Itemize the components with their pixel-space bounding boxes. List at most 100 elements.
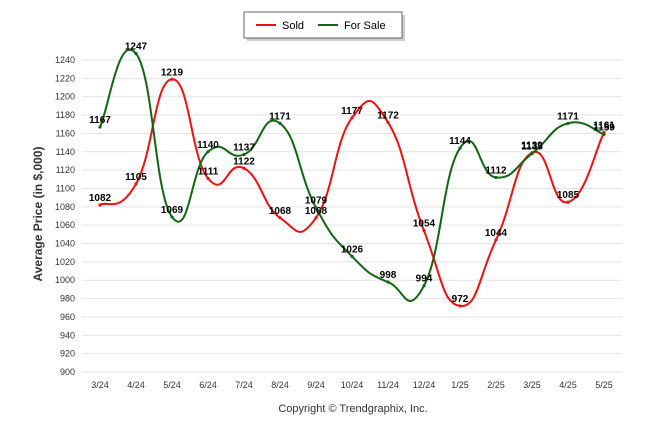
data-label-sold: 1068 (269, 206, 292, 217)
data-point-sold (206, 176, 210, 180)
data-point-sold (98, 203, 102, 207)
data-point-for-sale (206, 150, 210, 154)
data-label-sold: 1139 (521, 141, 543, 152)
data-point-for-sale (242, 152, 246, 157)
x-tick-label: 8/24 (271, 380, 289, 390)
data-label-for-sale: 1026 (341, 244, 364, 255)
data-point-sold (242, 166, 246, 170)
x-tick-label: 3/24 (91, 380, 109, 390)
y-tick-label: 980 (60, 294, 75, 304)
y-tick-label: 1040 (55, 239, 75, 249)
data-point-for-sale (278, 121, 282, 125)
y-tick-label: 1180 (56, 110, 75, 120)
y-tick-label: 920 (60, 349, 75, 359)
x-tick-label: 5/24 (163, 380, 181, 390)
y-tick-label: 1140 (56, 147, 75, 157)
data-label-sold: 972 (452, 294, 469, 305)
y-tick-label: 1120 (56, 165, 75, 175)
data-label-for-sale: 998 (380, 270, 397, 281)
data-point-sold (386, 120, 390, 124)
y-tick-label: 1160 (56, 128, 75, 138)
y-tick-label: 1220 (55, 73, 75, 83)
data-label-sold: 1161 (593, 120, 615, 131)
x-tick-label: 11/24 (377, 380, 399, 390)
data-label-sold: 1122 (233, 156, 255, 167)
legend: Sold For Sale (243, 11, 405, 41)
data-label-sold: 1044 (485, 228, 508, 239)
x-tick-label: 7/24 (235, 380, 253, 390)
y-axis-label: Average Price (in $,000) (31, 147, 45, 282)
data-point-for-sale (134, 51, 138, 56)
data-labels: 1082 1105 1219 1111 1122 1068 1068 1177 1172 1054… (89, 42, 615, 305)
x-tick-label: 1/25 (451, 380, 469, 390)
x-tick-label: 2/25 (487, 380, 505, 390)
data-point-sold (170, 77, 174, 81)
series-line-for-sale (99, 49, 605, 302)
data-point-for-sale (458, 146, 462, 150)
data-label-for-sale: 1159 (593, 122, 615, 133)
data-label-sold: 1172 (377, 110, 399, 121)
data-point-for-sale (566, 121, 570, 125)
data-label-sold: 1105 (125, 172, 147, 183)
data-point-sold (314, 216, 318, 220)
x-tick-label: 12/24 (413, 380, 436, 390)
y-tick-label: 1240 (55, 55, 75, 65)
data-label-sold: 1082 (89, 193, 112, 204)
data-label-for-sale: 1167 (89, 115, 111, 126)
data-point-for-sale (170, 215, 174, 219)
y-tick-label: 1020 (55, 257, 75, 267)
data-label-sold: 1111 (198, 166, 219, 177)
data-point-for-sale (350, 254, 354, 258)
data-label-for-sale: 1140 (197, 140, 219, 151)
data-label-for-sale: 1069 (161, 205, 184, 216)
data-point-sold (278, 216, 282, 220)
x-tick-label: 10/24 (341, 380, 364, 390)
copyright-footer: Copyright © Trendgraphix, Inc. (278, 403, 427, 415)
y-axis-ticks: 900 920 940 960 980 1000 1020 1040 1060 1080 1100 1… (55, 55, 75, 377)
data-point-sold (134, 182, 138, 186)
y-tick-label: 1080 (55, 202, 75, 212)
series-lines (98, 49, 606, 308)
data-label-sold: 1177 (341, 106, 363, 117)
x-tick-label: 3/25 (523, 380, 541, 390)
data-label-sold: 1085 (557, 190, 580, 201)
x-tick-label: 4/24 (127, 380, 145, 390)
data-point-for-sale (422, 284, 426, 288)
data-point-for-sale (314, 206, 318, 210)
data-point-for-sale (602, 132, 606, 136)
data-label-sold: 1068 (305, 206, 328, 217)
legend-label-sold: Sold (282, 20, 304, 32)
data-point-for-sale (98, 125, 102, 129)
data-point-sold (422, 229, 426, 233)
data-label-for-sale: 1137 (233, 143, 255, 154)
data-label-for-sale: 1144 (449, 136, 471, 147)
legend-label-for-sale: For Sale (344, 20, 386, 32)
x-tick-label: 9/24 (307, 380, 325, 390)
data-point-sold (458, 304, 462, 308)
y-tick-label: 940 (60, 330, 75, 340)
data-label-sold: 1054 (413, 219, 436, 230)
data-label-for-sale: 1138 (521, 142, 543, 153)
data-point-sold (350, 116, 354, 120)
data-point-for-sale (494, 175, 498, 180)
gridlines (82, 59, 622, 373)
data-point-sold (566, 200, 570, 204)
data-label-sold: 1219 (161, 67, 184, 78)
data-point-for-sale (530, 152, 534, 156)
y-tick-label: 1100 (56, 183, 75, 193)
y-tick-label: 1200 (55, 92, 75, 102)
data-label-for-sale: 1247 (125, 42, 148, 53)
data-label-for-sale: 1112 (485, 165, 507, 176)
x-tick-label: 4/25 (559, 380, 577, 390)
x-tick-label: 6/24 (199, 380, 217, 390)
data-label-for-sale: 994 (416, 274, 433, 285)
y-tick-label: 900 (60, 367, 75, 377)
data-point-sold (494, 238, 498, 242)
data-label-for-sale: 1171 (557, 111, 579, 122)
data-label-for-sale: 1171 (269, 111, 291, 122)
x-tick-label: 5/25 (595, 380, 613, 390)
y-tick-label: 1060 (55, 220, 75, 230)
y-tick-label: 1000 (55, 275, 75, 285)
data-point-for-sale (386, 280, 390, 284)
